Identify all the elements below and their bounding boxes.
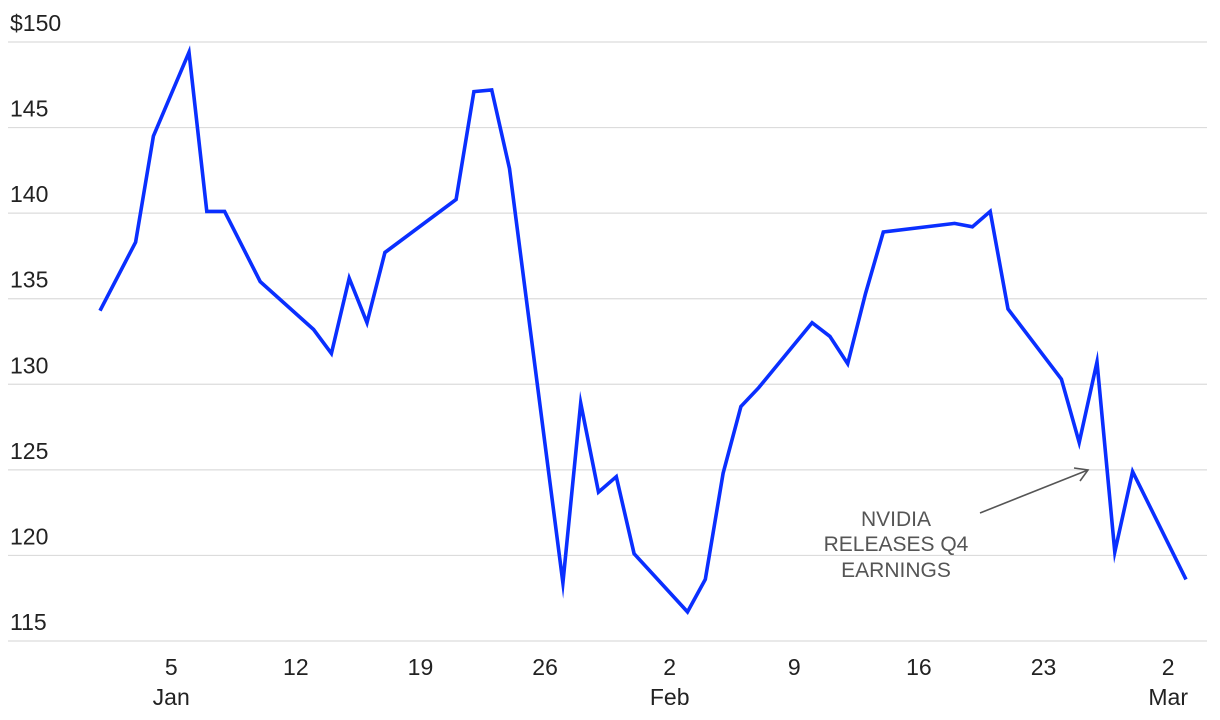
x-month-label: Mar bbox=[1148, 684, 1188, 710]
annotation-arrowhead bbox=[1073, 467, 1090, 482]
annotation-line-3: EARNINGS bbox=[841, 559, 951, 582]
y-tick-label: 115 bbox=[10, 609, 47, 635]
x-tick-label: 26 bbox=[532, 654, 558, 680]
x-tick-label: 16 bbox=[906, 654, 932, 680]
y-tick-label: 140 bbox=[10, 181, 48, 207]
price-series bbox=[98, 45, 1188, 615]
y-tick-label: 145 bbox=[10, 96, 48, 122]
x-tick-label: 12 bbox=[283, 654, 309, 680]
gridlines bbox=[8, 41, 1207, 642]
x-tick-label: 2 bbox=[1162, 654, 1175, 680]
annotation-arrow-line bbox=[979, 469, 1089, 514]
y-tick-label: 135 bbox=[10, 267, 48, 293]
x-tick-label: 2 bbox=[663, 654, 676, 680]
x-tick-label: 5 bbox=[165, 654, 178, 680]
y-tick-label: $150 bbox=[10, 10, 61, 36]
annotation-line-2: RELEASES Q4 bbox=[824, 533, 969, 556]
x-tick-label: 23 bbox=[1031, 654, 1057, 680]
y-tick-label: 125 bbox=[10, 438, 48, 464]
x-axis-tick-labels: 5 Jan 12 19 26 2 Feb 9 16 23 2 Mar bbox=[153, 654, 1189, 710]
annotation-line-1: NVIDIA bbox=[861, 508, 931, 531]
y-axis-tick-labels: $150 145 140 135 130 125 120 115 bbox=[10, 10, 61, 635]
x-tick-label: 9 bbox=[788, 654, 801, 680]
y-tick-label: 130 bbox=[10, 352, 48, 378]
x-tick-label: 19 bbox=[408, 654, 434, 680]
y-tick-label: 120 bbox=[10, 523, 48, 549]
series-line bbox=[98, 45, 1188, 615]
x-month-label: Feb bbox=[650, 684, 690, 710]
earnings-annotation: NVIDIA RELEASES Q4 EARNINGS bbox=[824, 467, 1090, 582]
x-month-label: Jan bbox=[153, 684, 190, 710]
